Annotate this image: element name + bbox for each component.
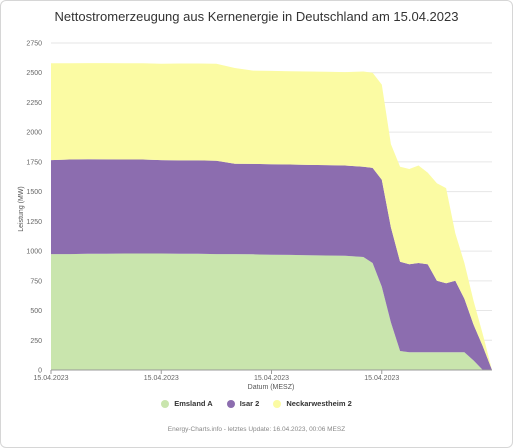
legend-label: Emsland A — [174, 399, 213, 408]
x-axis: 15.04.2023 15.04.2023 15.04.2023 15.04.2023 — [33, 369, 492, 382]
legend-item-neckarwestheim-2[interactable]: Neckarwestheim 2 — [273, 399, 352, 408]
credits-text: Energy-Charts.info - letztes Update: 16.… — [167, 426, 346, 433]
chart-title: Nettostromerzeugung aus Kernenergie in D… — [54, 9, 459, 24]
y-tick-label: 2000 — [26, 130, 42, 137]
y-tick-label: 750 — [30, 278, 42, 285]
legend: Emsland A Isar 2 Neckarwestheim 2 — [0, 399, 513, 408]
x-tick-label: 15.04.2023 — [144, 375, 179, 382]
area-neckarwestheim-2[interactable] — [51, 63, 492, 370]
y-axis: 0 250 500 750 1000 1250 1500 1750 2000 2250 2500 27… — [26, 41, 42, 375]
y-tick-label: 250 — [30, 338, 42, 345]
y-tick-label: 2250 — [26, 100, 42, 107]
y-tick-label: 1000 — [26, 249, 42, 256]
legend-label: Neckarwestheim 2 — [286, 399, 352, 408]
y-tick-label: 2500 — [26, 70, 42, 77]
legend-label: Isar 2 — [239, 399, 260, 408]
legend-swatch — [273, 399, 282, 408]
x-tick-label: 15.04.2023 — [254, 375, 289, 382]
legend-swatch — [226, 399, 235, 408]
legend-swatch — [161, 399, 170, 408]
legend-item-isar-2[interactable]: Isar 2 — [226, 399, 260, 408]
y-tick-label: 1250 — [26, 219, 42, 226]
area-series — [51, 63, 492, 370]
x-tick-label: 15.04.2023 — [364, 375, 399, 382]
y-axis-label: Leistung (MW) — [18, 186, 25, 232]
y-tick-label: 1500 — [26, 189, 42, 196]
x-tick-label: 15.04.2023 — [33, 375, 68, 382]
y-tick-label: 1750 — [26, 159, 42, 166]
legend-item-emsland-a[interactable]: Emsland A — [161, 399, 213, 408]
area-isar-2[interactable] — [51, 159, 492, 370]
area-emsland-a[interactable] — [51, 253, 492, 371]
y-tick-label: 500 — [30, 308, 42, 315]
y-tick-label: 0 — [38, 368, 42, 375]
x-axis-label: Datum (MESZ) — [248, 384, 295, 391]
y-tick-label: 2750 — [26, 41, 42, 48]
